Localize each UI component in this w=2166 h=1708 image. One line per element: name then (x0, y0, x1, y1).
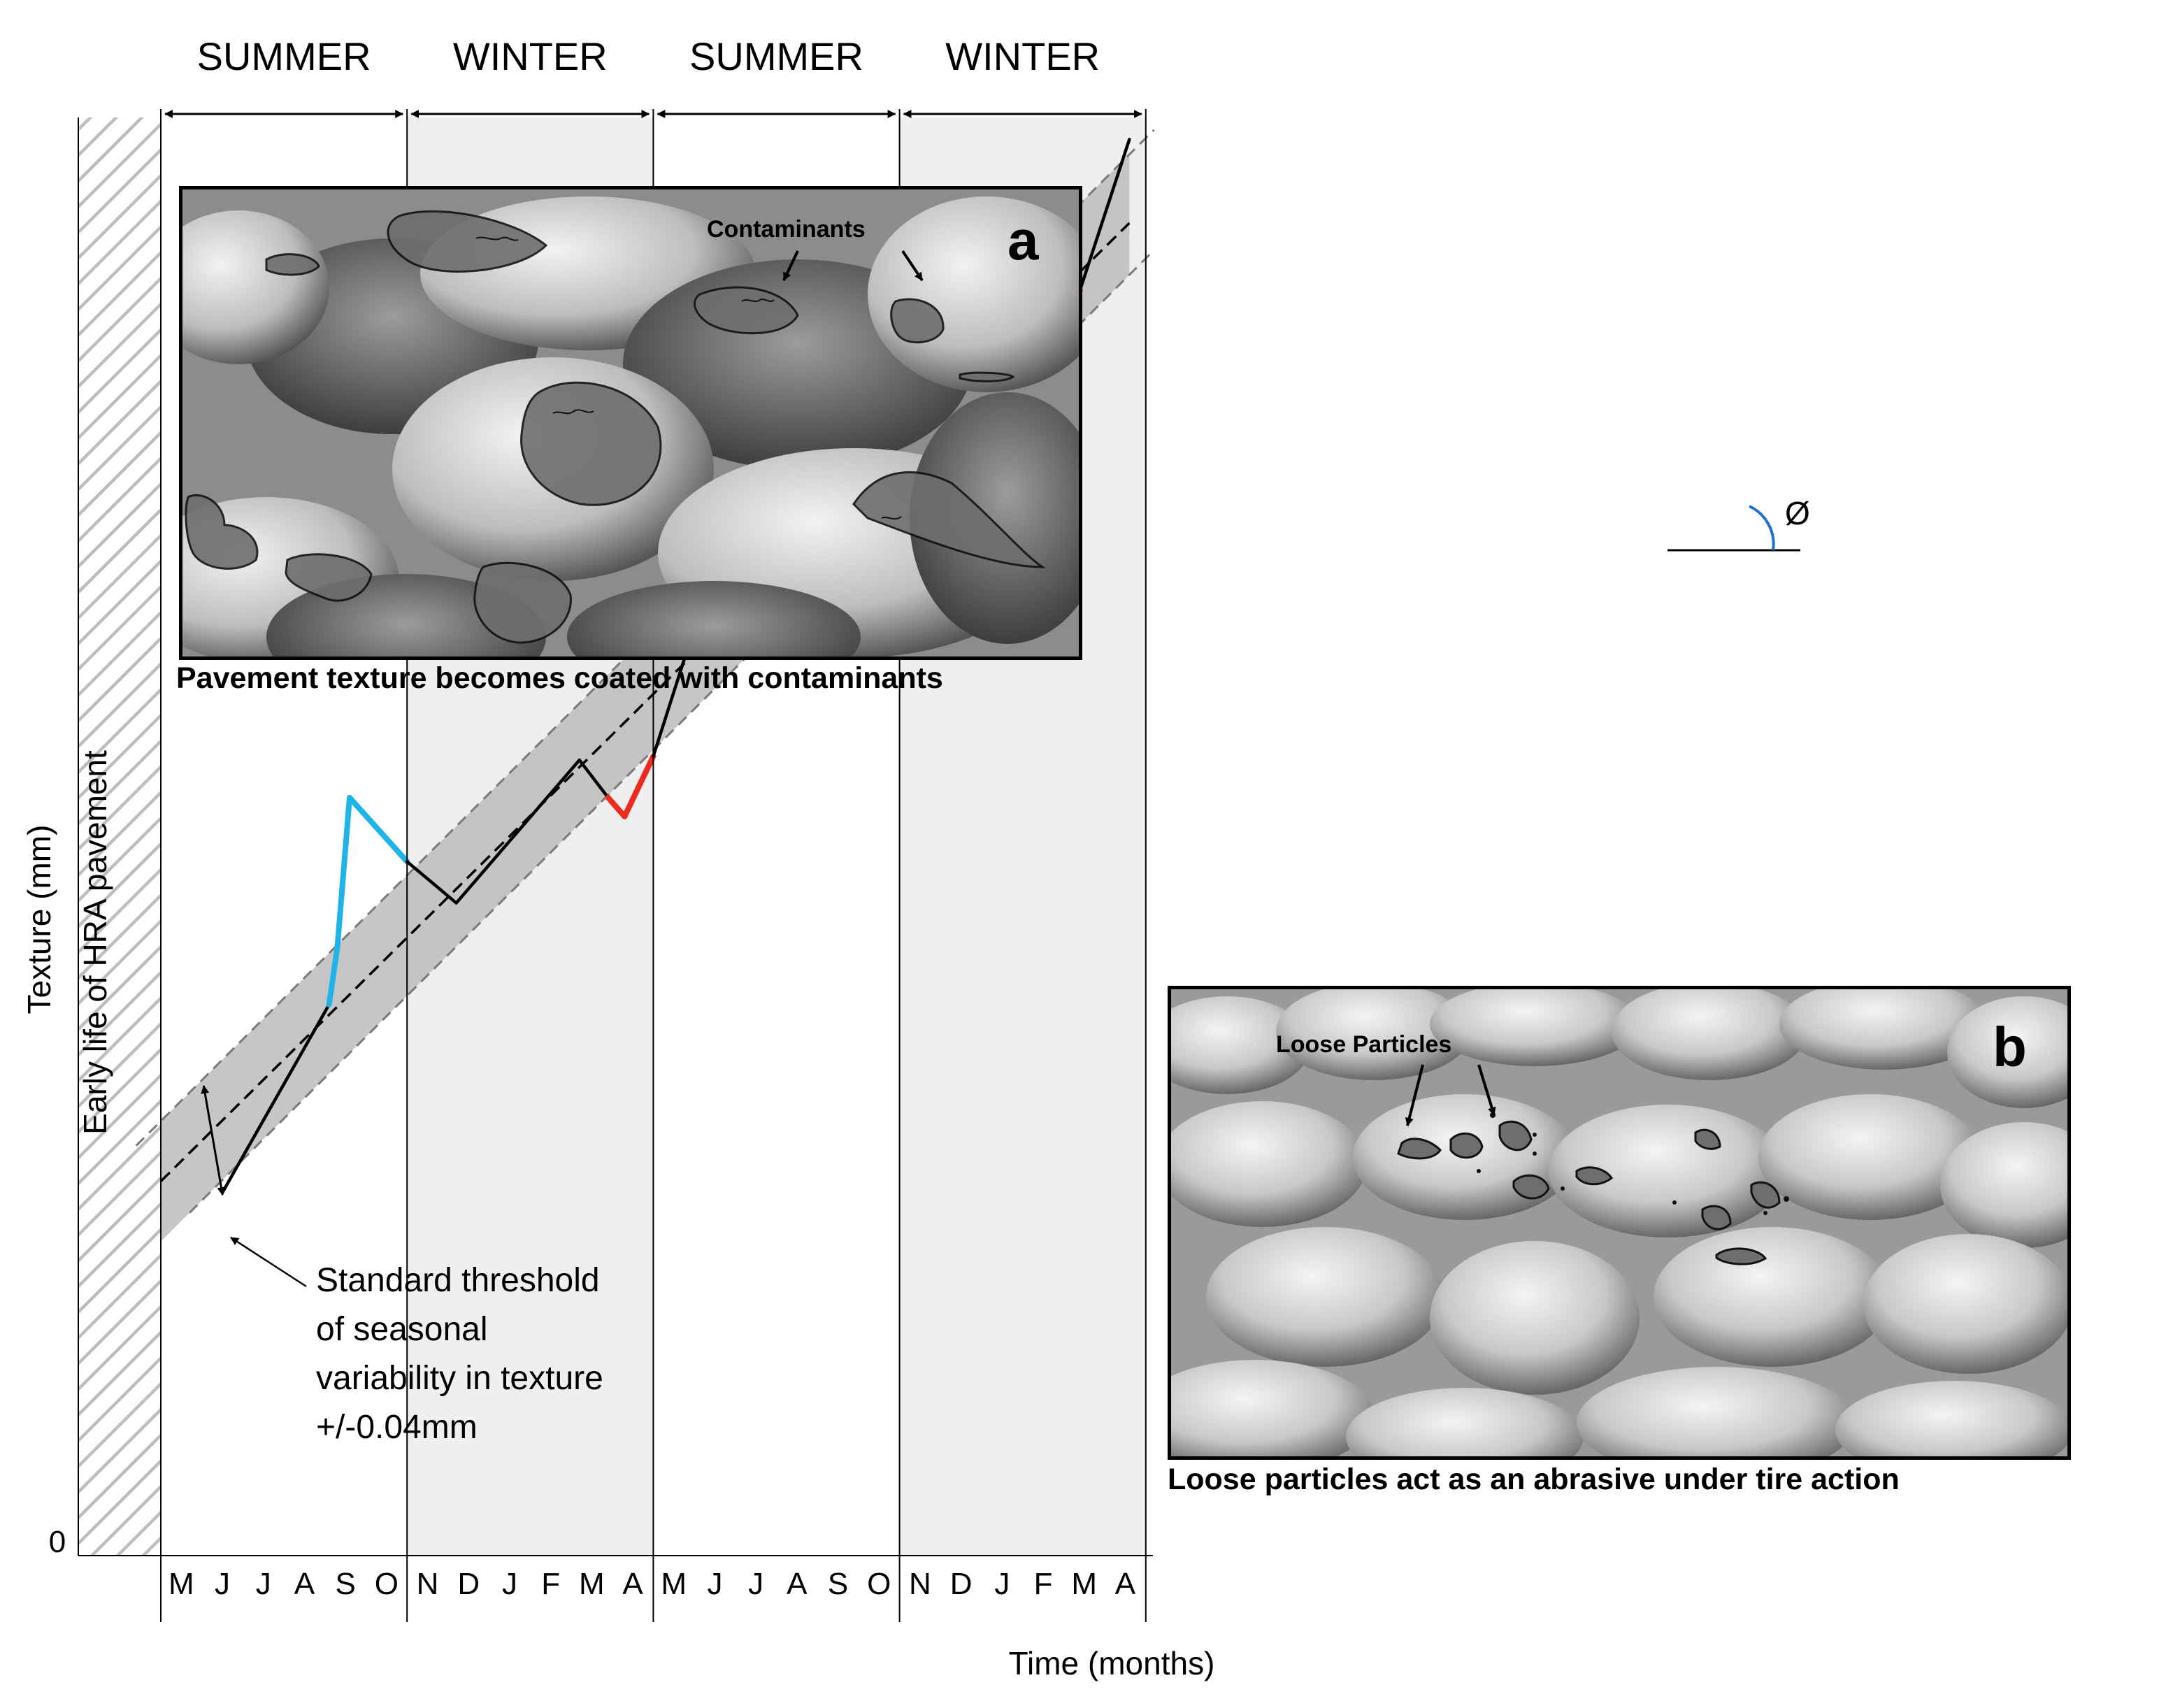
season-label: WINTER (945, 34, 1100, 78)
month-tick-label: D (457, 1567, 480, 1601)
month-tick-label: S (828, 1567, 848, 1601)
inset-b-callout: Loose Particles (1276, 1031, 1451, 1058)
texture-segment (405, 860, 458, 905)
month-tick-label: N (909, 1567, 931, 1601)
inset-b-letter: b (1993, 1016, 2027, 1078)
season-label: SUMMER (689, 34, 863, 78)
threshold-line-2: of seasonal (316, 1311, 488, 1348)
threshold-pointer (230, 1236, 307, 1288)
trend-line (159, 222, 1131, 1182)
month-tick-label: M (1071, 1567, 1097, 1601)
month-tick-label: N (417, 1567, 439, 1601)
inset-a-caption: Pavement texture becomes coated with con… (176, 661, 943, 695)
month-tick-label: J (748, 1567, 763, 1601)
month-tick-label: A (787, 1567, 808, 1601)
month-tick-label: F (541, 1567, 560, 1601)
season-label: SUMMER (197, 34, 371, 78)
texture-segment (1078, 138, 1131, 292)
month-tick-label: M (168, 1567, 194, 1601)
texture-segment (578, 758, 610, 800)
threshold-line-1: Standard threshold (316, 1262, 600, 1299)
month-tick-label: J (215, 1567, 230, 1601)
month-tick-label: J (707, 1567, 722, 1601)
month-tick-label: M (579, 1567, 605, 1601)
angle-label: Ø (1785, 495, 1810, 531)
texture-rise-segment (347, 794, 410, 865)
inset-a-letter: a (1007, 209, 1039, 271)
month-tick-label: S (335, 1567, 355, 1601)
early-life-label: Early life of HRA pavement (77, 750, 113, 1135)
month-tick-label: O (375, 1567, 399, 1601)
month-tick-label: J (256, 1567, 271, 1601)
threshold-annotation: Standard threshold of seasonal variabili… (316, 1256, 603, 1452)
inset-photo-a: Contaminants a (179, 186, 1082, 660)
texture-drop-segment (622, 753, 657, 819)
inset-b-caption: Loose particles act as an abrasive under… (1168, 1463, 1900, 1496)
texture-segment (220, 1003, 331, 1195)
y-axis-title: Texture (mm) (21, 825, 57, 1014)
inset-a-callout: Contaminants (707, 216, 866, 243)
angle-arc (1749, 505, 1775, 551)
month-tick-label: J (994, 1567, 1010, 1601)
month-tick-label: O (867, 1567, 891, 1601)
month-tick-label: A (294, 1567, 315, 1601)
texture-rise-segment (334, 794, 353, 952)
x-axis-title: Time (months) (1009, 1645, 1215, 1681)
threshold-line-3: variability in texture (316, 1360, 603, 1397)
threshold-line-4: +/-0.04mm (316, 1409, 478, 1446)
texture-rise-segment (326, 945, 340, 1007)
month-tick-label: J (502, 1567, 517, 1601)
season-label: WINTER (453, 34, 608, 78)
month-tick-label: D (950, 1567, 973, 1601)
threshold-width-arrow (201, 1085, 226, 1196)
texture-drop-segment (605, 794, 628, 819)
inset-photo-b: Loose Particles b (1168, 986, 2071, 1460)
early-life-strip (78, 117, 161, 1556)
y-zero-label: 0 (49, 1525, 66, 1559)
month-tick-label: A (622, 1567, 643, 1601)
month-tick-label: A (1115, 1567, 1136, 1601)
texture-segment (454, 758, 581, 905)
month-tick-label: M (661, 1567, 687, 1601)
month-tick-label: F (1034, 1567, 1053, 1601)
